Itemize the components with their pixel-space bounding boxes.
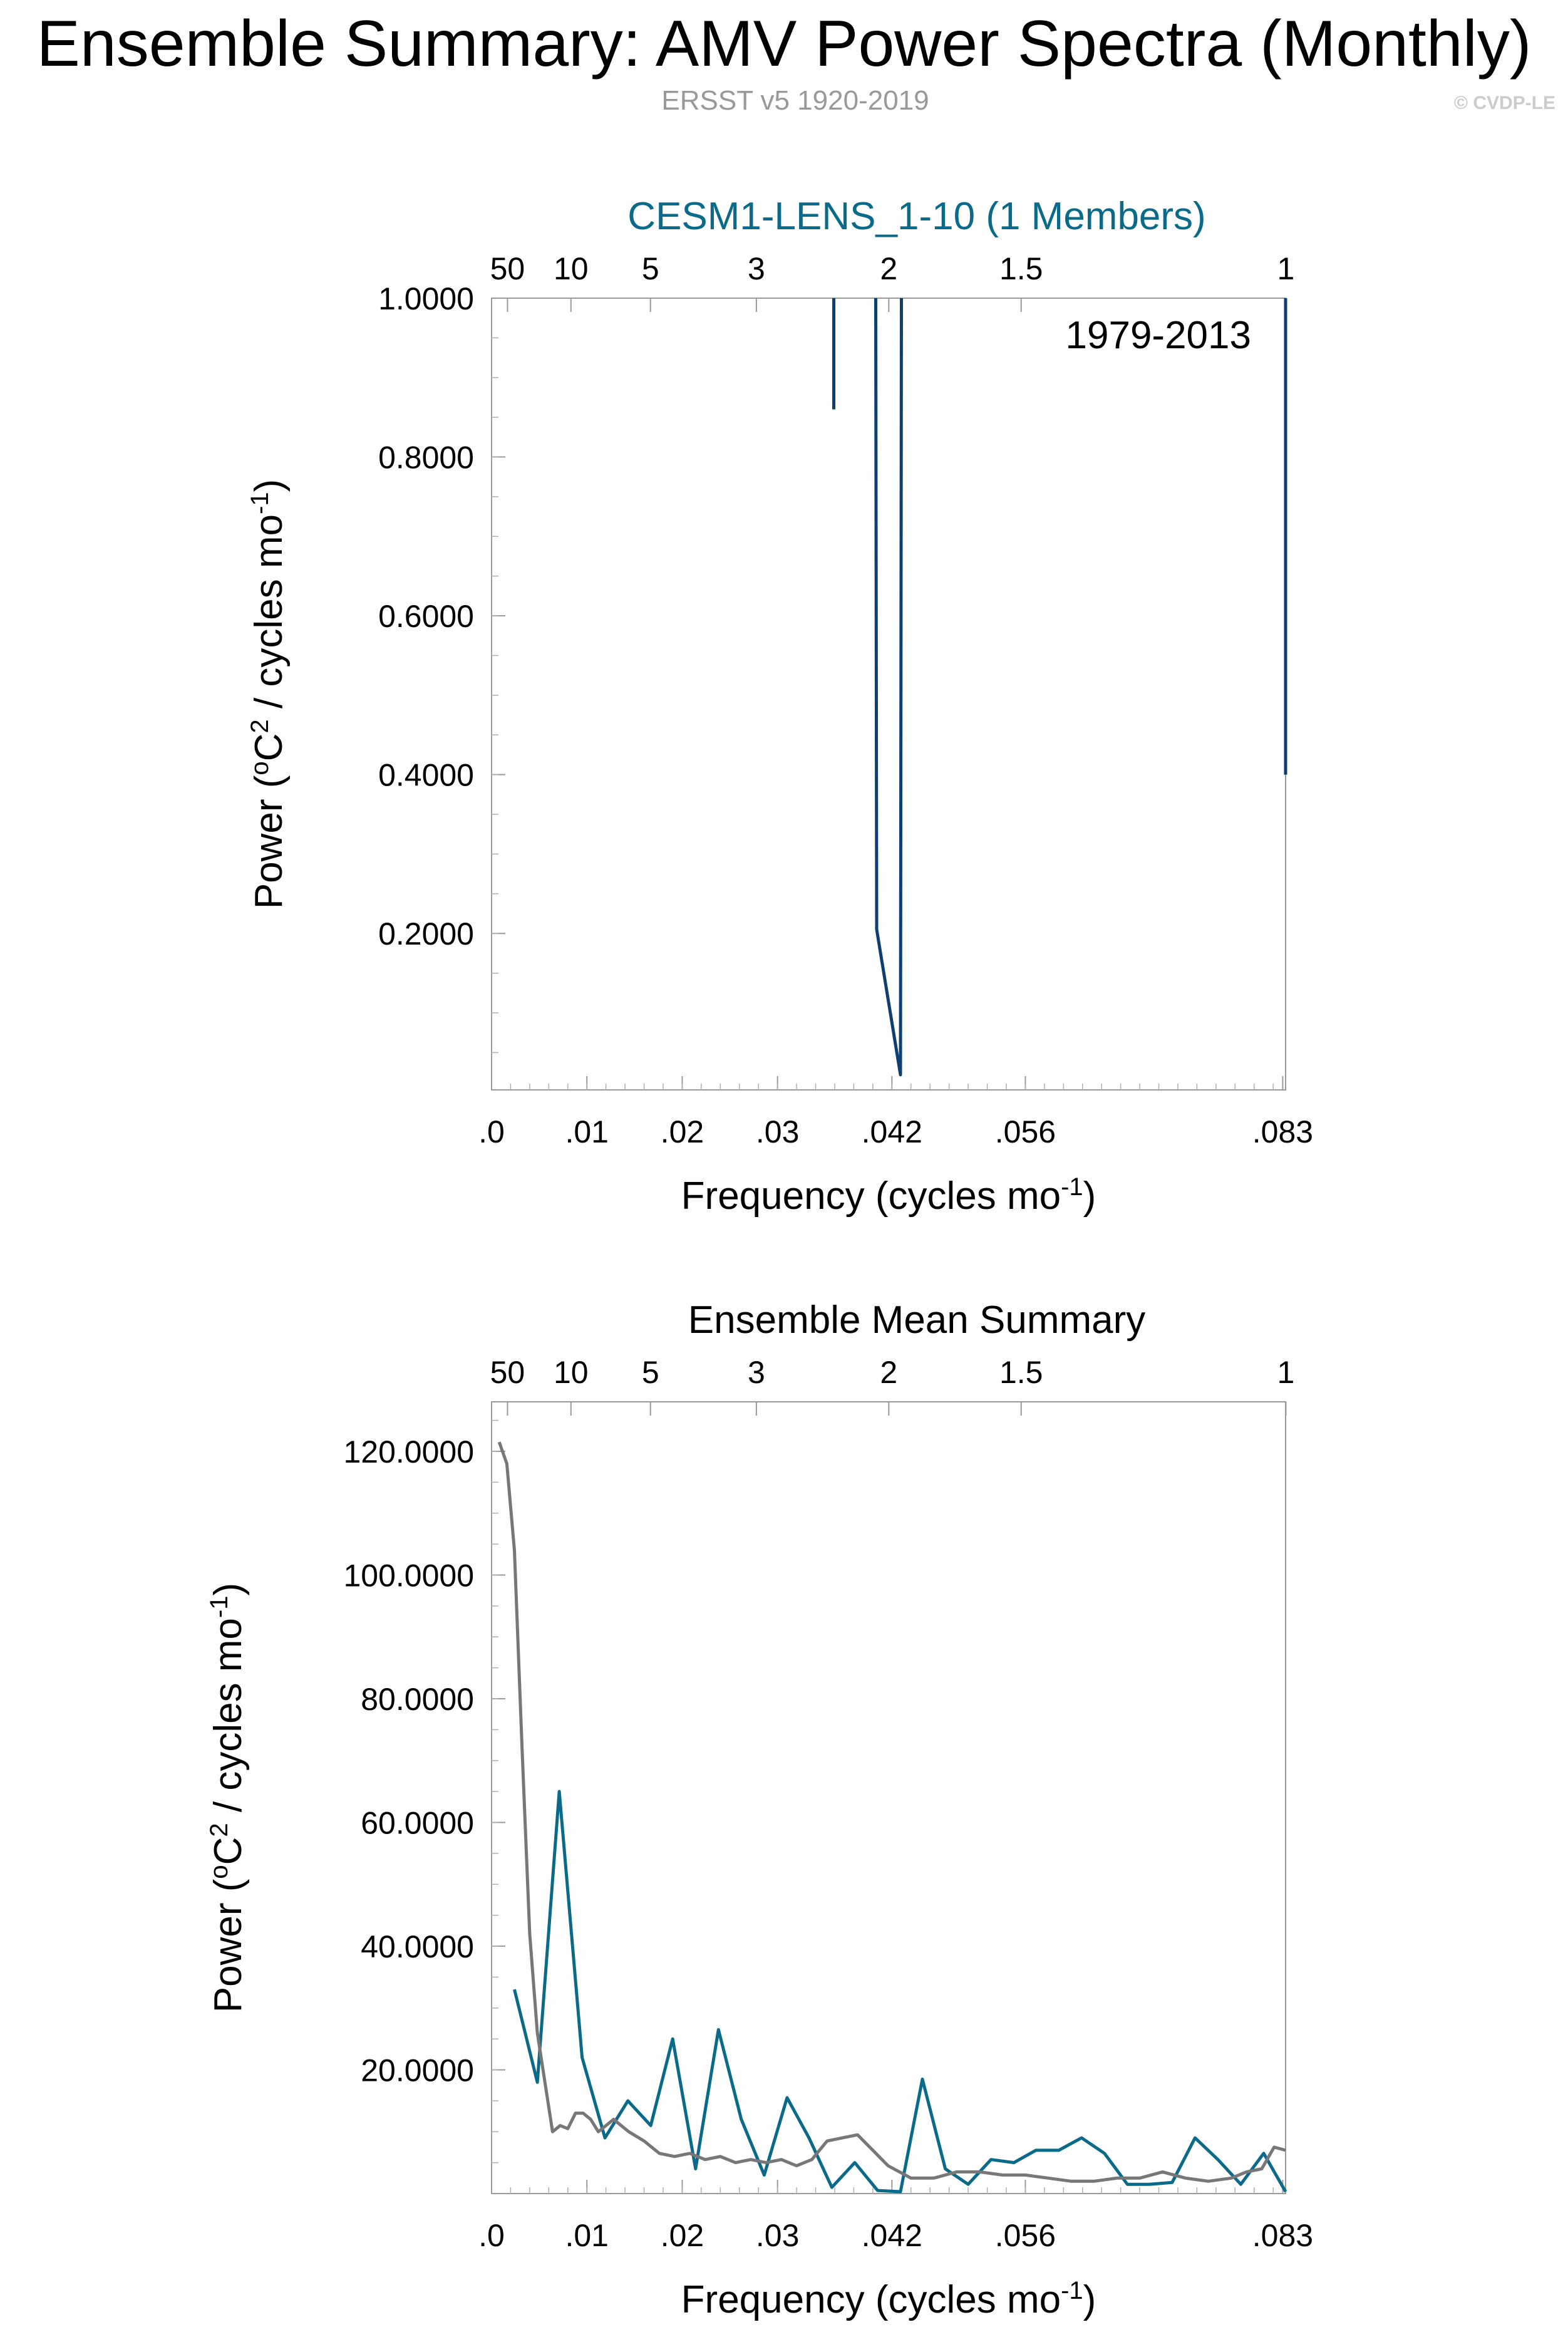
top-tick-label: 1.5	[999, 251, 1043, 286]
x-tick-label: .02	[661, 1114, 704, 1149]
top-tick-label: 5	[642, 251, 659, 286]
series-line-0	[513, 1790, 1287, 2194]
x-tick-label: .056	[995, 2218, 1056, 2253]
y-axis-title-group: Power (oC2 / cycles mo-1)	[246, 479, 291, 909]
top-tick-label: 3	[748, 251, 765, 286]
x-tick-label: .02	[661, 2218, 704, 2253]
y-tick-label: 20.0000	[361, 2053, 474, 2088]
series-line-0	[874, 298, 903, 1077]
page-title: Ensemble Summary: AMV Power Spectra (Mon…	[36, 8, 1532, 80]
x-tick-label: .01	[565, 2218, 609, 2253]
chart-cesm1-lens-power-spectrum: .0 .01 .02 .03 .042 .056 .083 50 10 5 3 2 1.5 1 0.2000…	[246, 195, 1313, 1218]
y-tick-label: 0.4000	[378, 758, 474, 793]
y-axis-title: Power (oC2 / cycles mo-1)	[246, 479, 291, 909]
x-tick-label: .083	[1252, 2218, 1313, 2253]
top-tick-label: 2	[880, 251, 897, 286]
series-line-1	[497, 1441, 1286, 2183]
panel-title: CESM1-LENS_1-10 (1 Members)	[627, 195, 1205, 238]
top-tick-label: 2	[880, 1355, 897, 1390]
y-tick-label: 80.0000	[361, 1682, 474, 1717]
top-tick-label: 50	[490, 1355, 525, 1390]
y-tick-label: 60.0000	[361, 1806, 474, 1841]
y-tick-label: 0.8000	[378, 440, 474, 475]
panel-title: Ensemble Mean Summary	[688, 1298, 1146, 1342]
x-axis-title: Frequency (cycles mo-1)	[681, 2277, 1096, 2321]
y-axis-title-group: Power (oC2 / cycles mo-1)	[205, 1583, 250, 2013]
top-tick-label: 1	[1277, 1355, 1295, 1390]
y-tick-label: 100.0000	[343, 1558, 474, 1594]
y-axis-title: Power (oC2 / cycles mo-1)	[205, 1583, 250, 2013]
x-tick-label: .0	[478, 2218, 505, 2253]
x-tick-label: .01	[565, 1114, 609, 1149]
y-tick-label: 1.0000	[378, 281, 474, 316]
top-tick-label: 10	[554, 251, 589, 286]
x-tick-label: .042	[862, 1114, 922, 1149]
y-tick-label: 0.2000	[378, 916, 474, 951]
top-tick-label: 3	[748, 1355, 765, 1390]
x-tick-label: .0	[478, 1114, 505, 1149]
x-tick-label: .03	[756, 1114, 800, 1149]
x-tick-label: .083	[1252, 1114, 1313, 1149]
copyright-text: © CVDP-LE	[1453, 93, 1555, 113]
x-tick-label: .042	[862, 2218, 922, 2253]
top-tick-label: 50	[490, 251, 525, 286]
top-tick-label: 5	[642, 1355, 659, 1390]
x-axis-title: Frequency (cycles mo-1)	[681, 1173, 1096, 1218]
y-tick-label: 0.6000	[378, 599, 474, 634]
top-tick-label: 1.5	[999, 1355, 1043, 1390]
x-tick-label: .056	[995, 1114, 1056, 1149]
x-tick-label: .03	[756, 2218, 800, 2253]
top-tick-label: 1	[1277, 251, 1295, 286]
period-annotation: 1979-2013	[1066, 314, 1252, 357]
page-subtitle: ERSST v5 1920-2019	[661, 85, 929, 116]
y-tick-label: 40.0000	[361, 1929, 474, 1964]
plot-frame	[491, 1401, 1286, 2194]
y-tick-label: 120.0000	[343, 1434, 474, 1469]
top-tick-label: 10	[554, 1355, 589, 1390]
